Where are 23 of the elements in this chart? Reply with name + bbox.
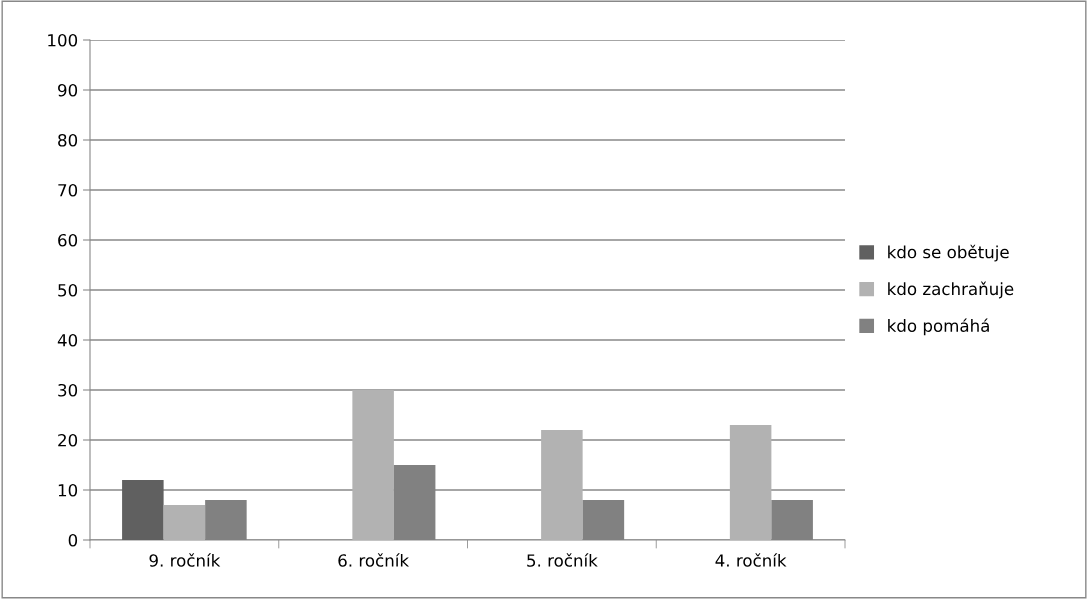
- bar: [352, 390, 394, 540]
- y-tick-label: 50: [58, 283, 78, 297]
- y-tick-label: 10: [58, 483, 78, 497]
- y-tick-label: 80: [58, 133, 78, 147]
- legend-label: kdo pomáhá: [888, 318, 989, 336]
- x-tick-label: 9. ročník: [149, 553, 221, 567]
- y-tick-label: 40: [57, 333, 78, 347]
- bar: [729, 425, 772, 540]
- bar: [122, 480, 164, 540]
- x-tick-label: 4. ročník: [715, 553, 787, 567]
- x-tick-label: 5. ročník: [527, 553, 598, 567]
- y-tick-label: 70: [58, 183, 78, 197]
- bar: [541, 430, 583, 540]
- x-tick-label: 6. ročník: [338, 553, 410, 567]
- y-tick-label: 100: [48, 33, 78, 47]
- y-tick-label: 20: [58, 433, 78, 447]
- y-tick-label: 30: [58, 383, 78, 397]
- legend-label: kdo se obětuje: [888, 244, 1009, 262]
- y-tick-label: 90: [58, 83, 78, 97]
- y-tick-label: 60: [58, 233, 78, 247]
- bar: [163, 505, 206, 540]
- legend-label: kdo zachraňuje: [888, 281, 1014, 299]
- y-tick-label: 0: [68, 533, 78, 547]
